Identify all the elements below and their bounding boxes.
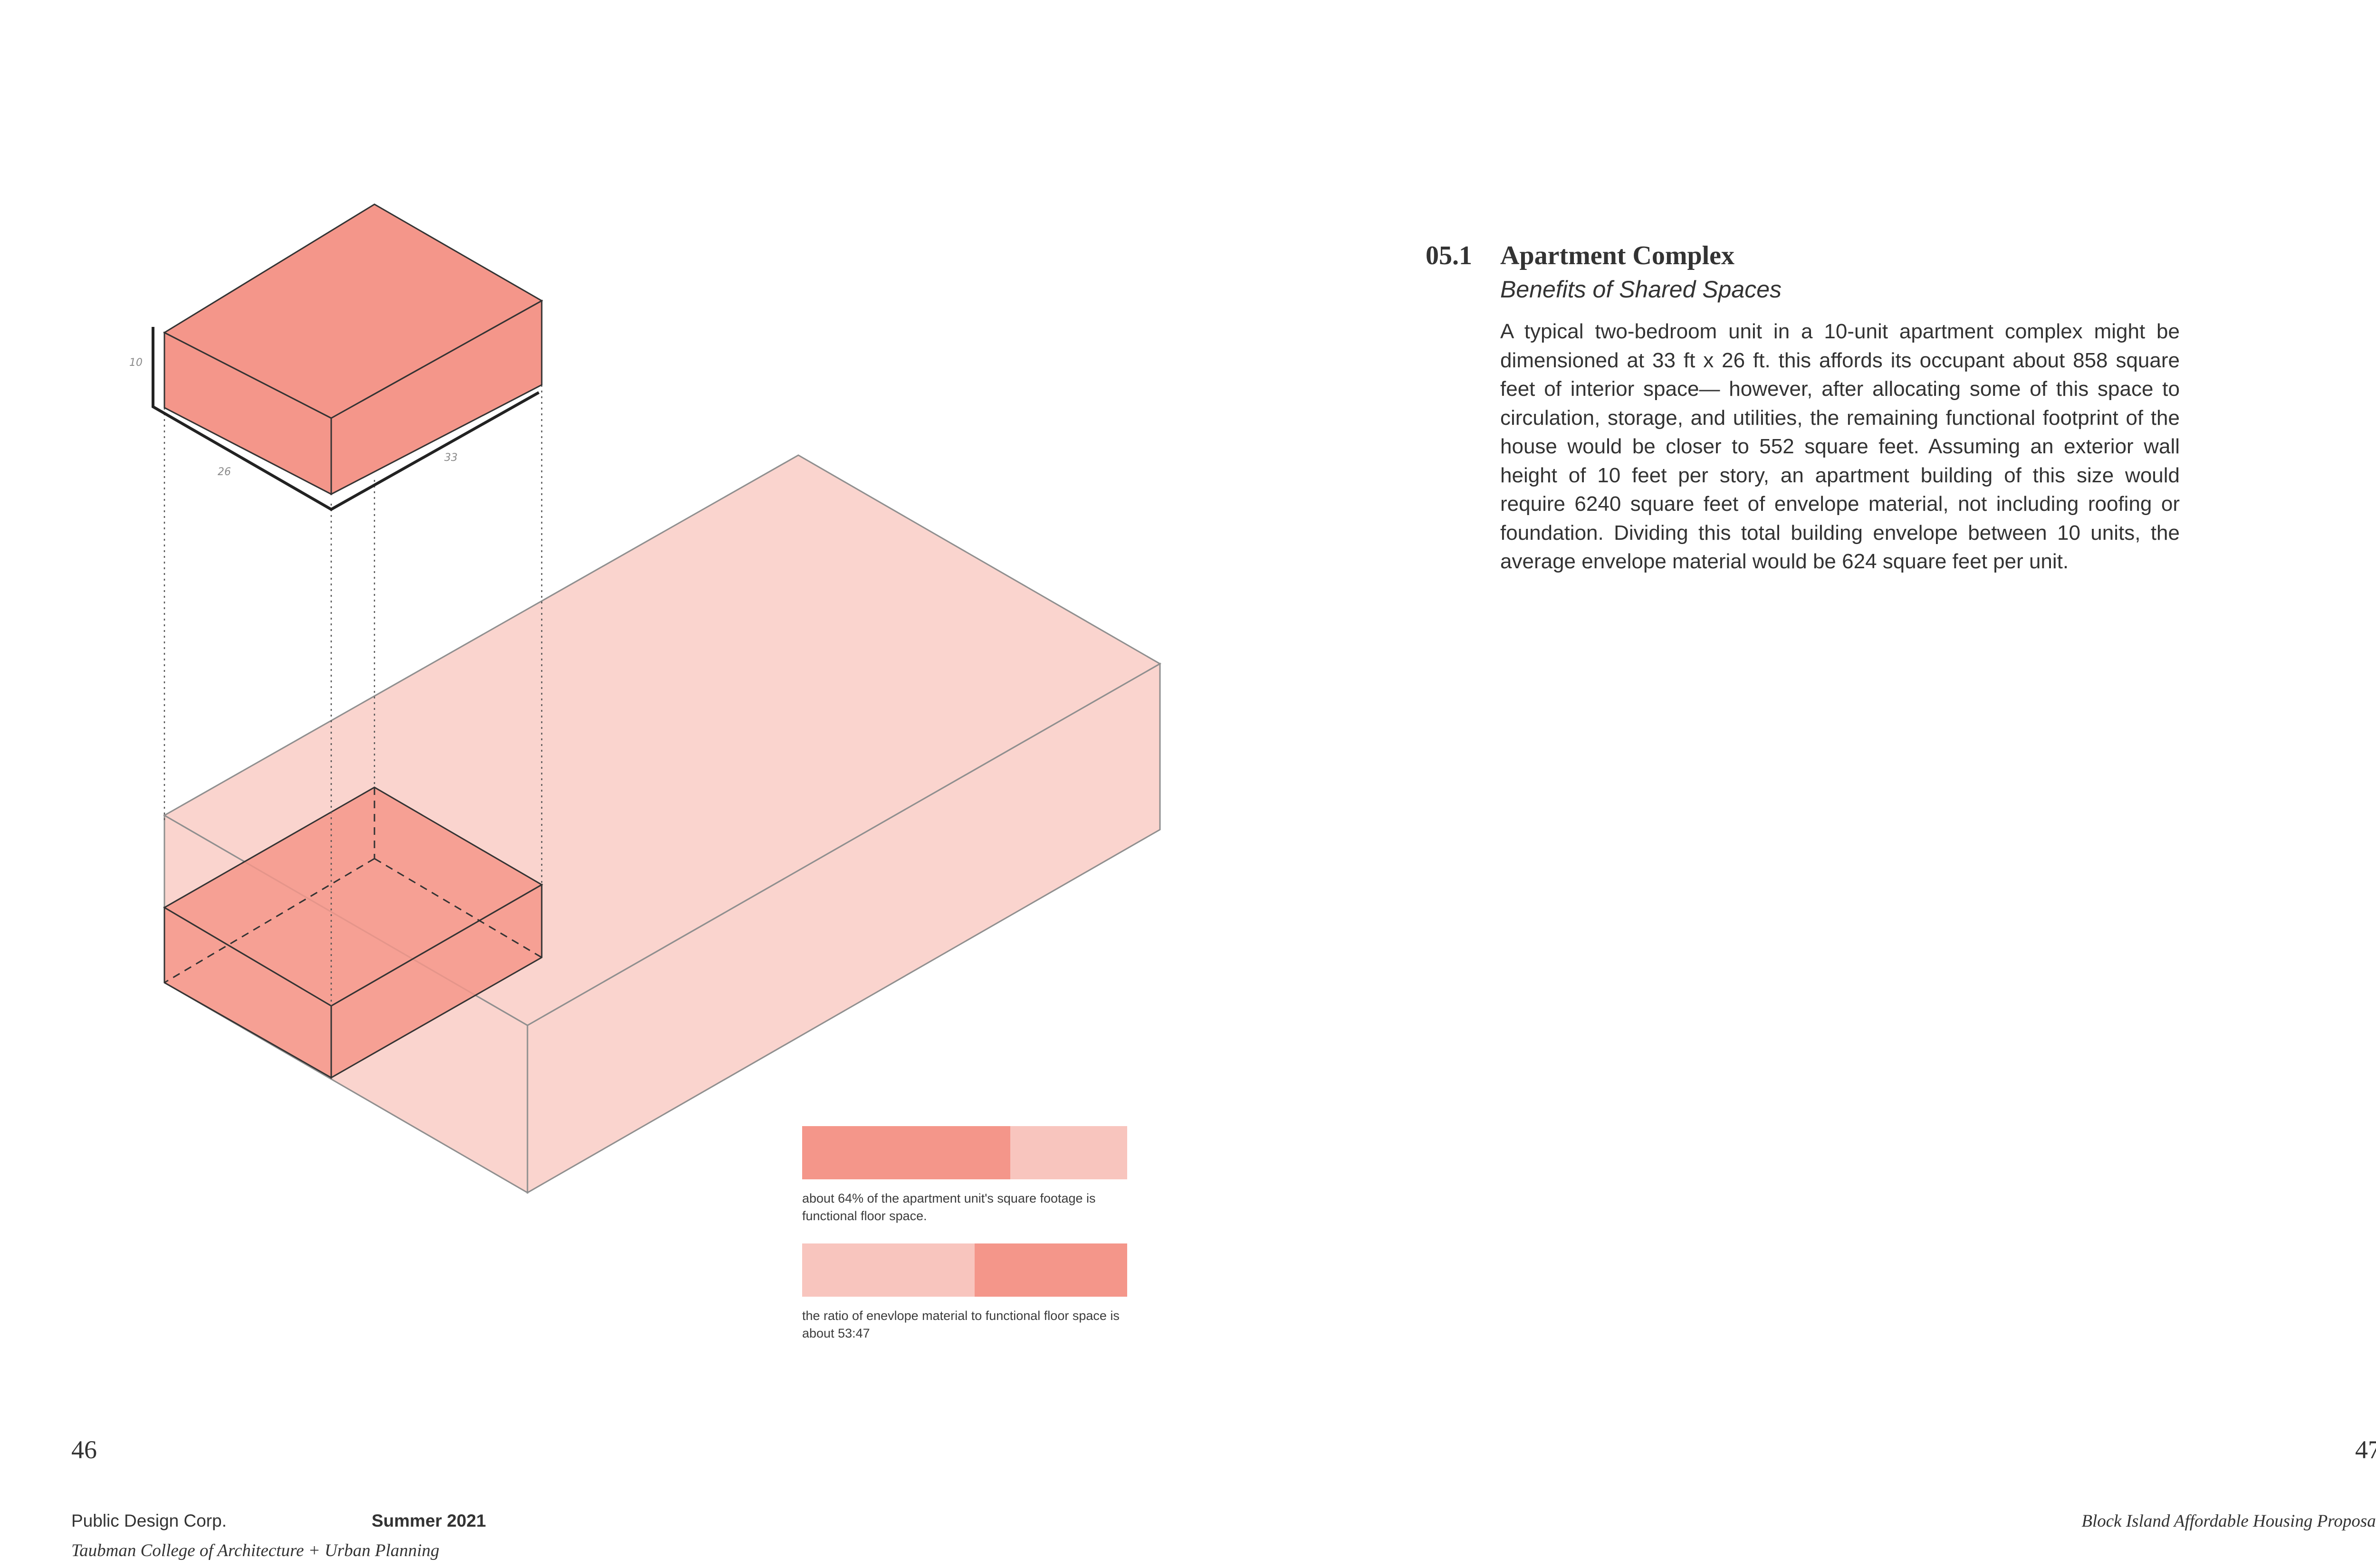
dimension-label-height: 10 <box>129 357 143 369</box>
section-subtitle: Benefits of Shared Spaces <box>1500 276 1782 303</box>
section-title: Apartment Complex <box>1500 241 1735 270</box>
footer-publisher: Public Design Corp. <box>71 1511 227 1530</box>
ratio-segment <box>974 1243 1127 1297</box>
dimension-label-width: 33 <box>444 452 458 464</box>
section-number: 05.1 <box>1426 241 1472 270</box>
ratio-segment <box>802 1243 975 1297</box>
exploded-unit-side <box>330 299 543 496</box>
ratio-segment <box>802 1126 1010 1179</box>
ratio-bar-floor-space <box>802 1126 1127 1179</box>
isometric-diagram: 10 26 33 <box>129 203 1162 1194</box>
left-page-number: 46 <box>71 1435 97 1464</box>
ratio-block-floor-space: about 64% of the apartment unit's square… <box>802 1126 1127 1225</box>
footer-college: Taubman College of Architecture + Urban … <box>71 1541 440 1560</box>
unit-in-building <box>163 786 543 1079</box>
dimension-label-depth: 26 <box>218 466 231 478</box>
footer-season: Summer 2021 <box>372 1511 486 1530</box>
ratio-caption-floor-space: about 64% of the apartment unit's square… <box>802 1191 1096 1223</box>
section-body: A typical two-bedroom unit in a 10-unit … <box>1500 320 2180 573</box>
footer-proposal: Block Island Affordable Housing Proposal <box>2081 1511 2376 1531</box>
unit-hidden-edges <box>164 787 542 984</box>
ratio-segment <box>1010 1126 1127 1179</box>
building-side-face <box>527 662 1161 1194</box>
unit-in-building-side <box>330 883 543 1079</box>
ratio-block-envelope: the ratio of enevlope material to functi… <box>802 1243 1127 1342</box>
ratio-caption-envelope: the ratio of enevlope material to functi… <box>802 1309 1120 1340</box>
right-page-number: 47 <box>2355 1435 2376 1464</box>
projection-lines <box>163 385 543 1006</box>
exploded-unit <box>163 203 544 496</box>
ratio-bar-envelope <box>802 1243 1127 1297</box>
dimension-lines <box>152 327 540 511</box>
